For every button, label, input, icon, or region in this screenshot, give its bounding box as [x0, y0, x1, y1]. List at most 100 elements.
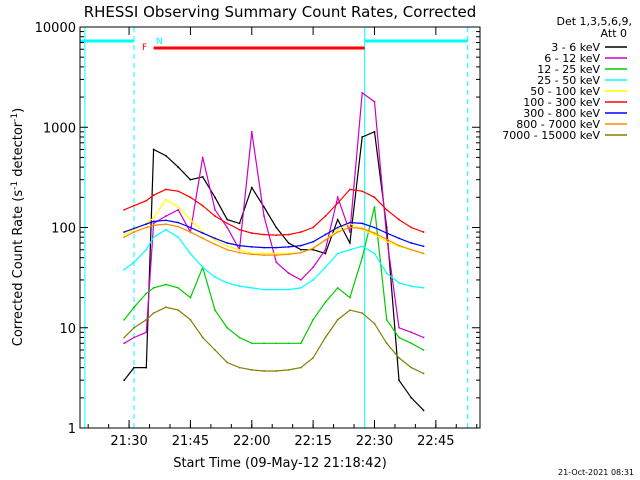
- series-0-point-24: [410, 396, 413, 399]
- series-8-point-0: [123, 336, 126, 339]
- series-0-point-25: [422, 409, 425, 412]
- series-8-point-2: [145, 318, 148, 321]
- series-7-point-3: [152, 224, 155, 227]
- series-3-point-25: [422, 286, 425, 289]
- series-5-point-9: [226, 222, 229, 225]
- series-7-point-1: [133, 231, 135, 233]
- series-2-point-14: [287, 342, 290, 345]
- series-4-point-9: [226, 245, 229, 248]
- series-7-point-9: [226, 248, 229, 251]
- series-1-point-24: [410, 331, 413, 334]
- series-0-point-0: [123, 379, 126, 382]
- series-4-point-5: [177, 206, 180, 208]
- series-1-point-0: [123, 342, 126, 345]
- series-3-point-17: [324, 266, 327, 269]
- series-1-point-14: [287, 272, 290, 275]
- series-3-point-19: [349, 248, 351, 251]
- series-2-point-10: [238, 336, 241, 339]
- series-2-point-2: [145, 292, 148, 295]
- series-4-point-1: [133, 228, 135, 231]
- series-8-point-15: [299, 366, 302, 369]
- series-3-point-8: [214, 276, 216, 279]
- series-5-point-17: [324, 215, 327, 217]
- series-1-point-1: [133, 336, 135, 339]
- legend-label-8: 7000 - 15000 keV: [502, 129, 600, 142]
- series-6-point-3: [152, 220, 155, 223]
- series-5-point-20: [361, 190, 364, 193]
- series-8-point-25: [422, 372, 425, 375]
- series-5-point-4: [164, 188, 167, 191]
- series-line-0: [123, 130, 425, 411]
- x-tick-label-2: 22:00: [233, 434, 270, 449]
- series-5-point-10: [238, 228, 241, 231]
- legend-label-7: 800 - 7000 keV: [516, 118, 600, 131]
- series-1-point-21: [373, 100, 376, 103]
- series-4-point-6: [189, 218, 192, 221]
- series-7-point-25: [422, 252, 425, 255]
- series-2-point-3: [152, 286, 155, 289]
- series-0-point-21: [373, 130, 376, 133]
- series-5-point-8: [214, 215, 216, 217]
- series-1-point-23: [398, 326, 400, 329]
- series-8-point-23: [398, 357, 400, 359]
- series-7-point-8: [214, 243, 216, 246]
- series-6-point-19: [349, 221, 351, 224]
- series-line-4: [123, 198, 424, 255]
- series-7-point-20: [361, 227, 364, 230]
- series-6-point-13: [275, 246, 278, 249]
- series-5-point-14: [287, 233, 290, 236]
- series-6-point-9: [226, 242, 229, 244]
- series-line-5: [123, 188, 424, 236]
- series-6-point-23: [398, 237, 400, 240]
- series-7-point-21: [373, 232, 376, 234]
- series-6-point-8: [214, 237, 216, 240]
- legend-label-5: 100 - 300 keV: [523, 96, 600, 109]
- legend-label-4: 50 - 100 keV: [530, 85, 600, 98]
- series-8-point-11: [250, 368, 253, 371]
- series-1-point-3: [152, 222, 155, 225]
- y-axis-label: Corrected Count Rate (s-1 detector-1): [10, 108, 26, 346]
- y-tick-label-4: 10000: [35, 21, 76, 36]
- series-7-point-22: [385, 238, 388, 241]
- series-1-point-11: [250, 130, 253, 133]
- y-axis-label-sup2: -1: [10, 113, 20, 122]
- series-3-point-23: [398, 282, 400, 284]
- series-3-point-16: [312, 279, 315, 281]
- series-8-point-4: [164, 306, 167, 309]
- series-3-point-11: [250, 286, 253, 289]
- series-8-point-8: [214, 349, 216, 351]
- x-axis: 21:30 21:45 22:00 22:15 22:30 22:45: [87, 27, 478, 449]
- y-axis-label-sup1: -1: [10, 181, 20, 190]
- series-5-point-3: [152, 194, 155, 197]
- series-2-point-6: [189, 296, 192, 299]
- series-4-point-22: [385, 240, 388, 243]
- series-5-point-23: [398, 218, 400, 221]
- series-2-point-20: [361, 256, 364, 259]
- series-3-point-7: [201, 266, 204, 269]
- series-5-point-19: [349, 188, 351, 191]
- series-3-point-5: [177, 236, 180, 239]
- series-7-point-23: [398, 244, 400, 247]
- y-tick-label-0: 1: [68, 422, 76, 437]
- series-8-point-12: [263, 370, 265, 372]
- series-7-point-19: [349, 226, 351, 229]
- series-8-point-16: [312, 357, 315, 359]
- series-4-point-18: [336, 228, 339, 231]
- series-3-point-21: [373, 252, 376, 255]
- y-tick-label-1: 10: [59, 322, 76, 337]
- y-axis: 1 10 100 1000 10000: [35, 21, 480, 437]
- series-6-point-12: [263, 246, 265, 249]
- series-2-point-9: [226, 326, 229, 329]
- series-6-point-2: [145, 223, 148, 226]
- series-1-point-17: [324, 248, 327, 251]
- series-5-point-24: [410, 226, 413, 229]
- series-1-point-13: [275, 261, 278, 264]
- series-0-point-1: [133, 366, 135, 369]
- series-5-point-18: [336, 202, 339, 205]
- series-0-point-16: [312, 248, 315, 251]
- series-2-point-25: [422, 349, 425, 351]
- series-7-point-7: [201, 237, 204, 240]
- series-0-point-15: [299, 248, 302, 251]
- series-6-point-17: [324, 233, 327, 236]
